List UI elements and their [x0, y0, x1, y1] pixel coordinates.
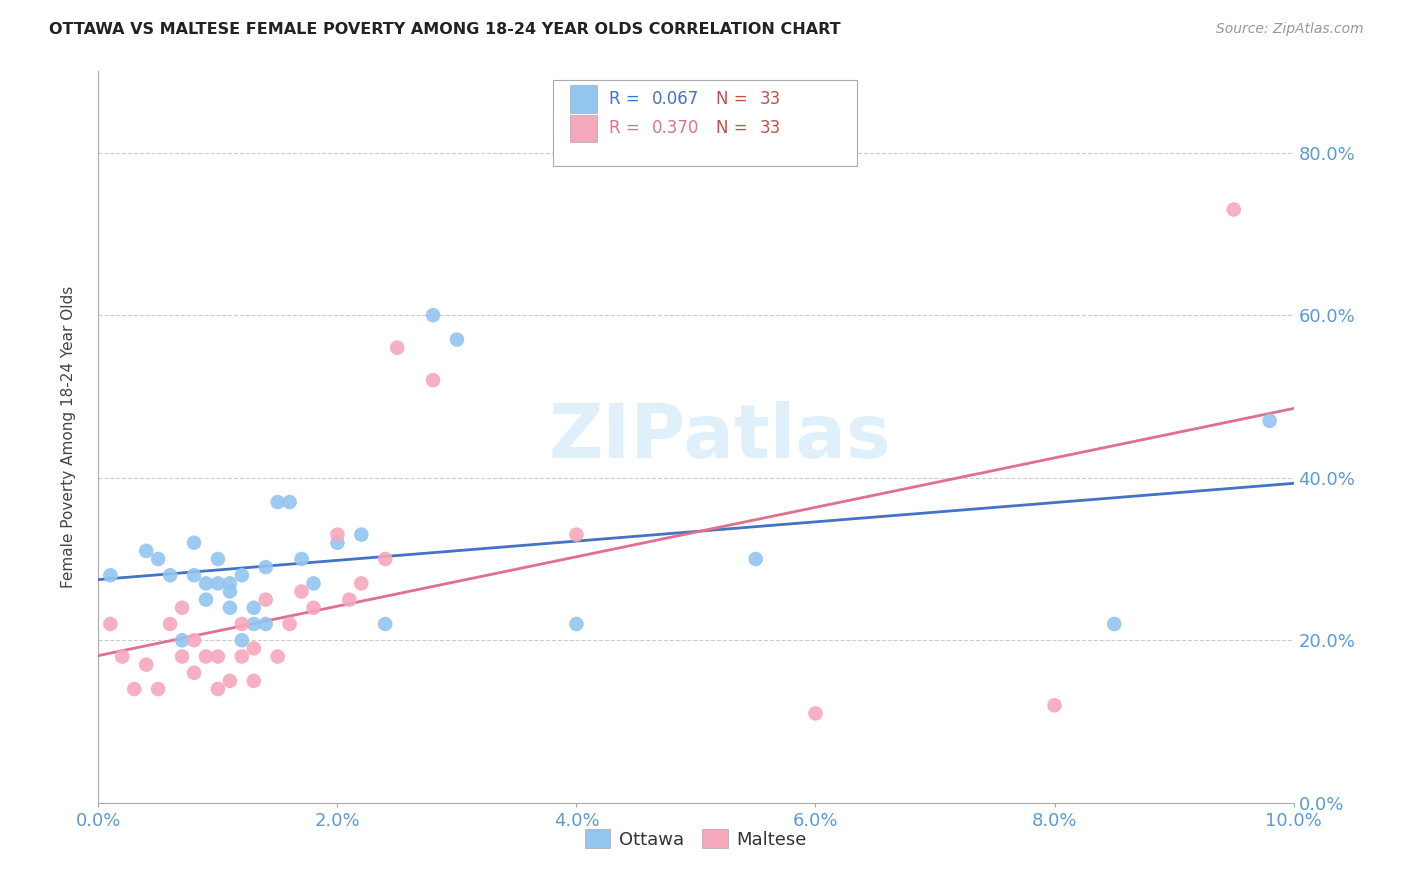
Point: [207, 649, 229, 664]
Point: [124, 681, 146, 696]
FancyBboxPatch shape: [571, 86, 596, 113]
Point: [565, 617, 588, 632]
Point: [446, 333, 468, 347]
Point: [302, 576, 325, 591]
Point: [565, 527, 588, 541]
Point: [267, 649, 290, 664]
Point: [231, 633, 253, 648]
Text: N =: N =: [716, 120, 754, 137]
Point: [1043, 698, 1066, 713]
Text: Source: ZipAtlas.com: Source: ZipAtlas.com: [1216, 22, 1364, 37]
Point: [291, 584, 314, 599]
Text: N =: N =: [716, 90, 754, 108]
Point: [219, 584, 242, 599]
Point: [291, 552, 314, 566]
Text: 33: 33: [759, 90, 780, 108]
Point: [172, 600, 194, 615]
Point: [111, 649, 134, 664]
Point: [374, 552, 396, 566]
Point: [135, 544, 157, 558]
Point: [231, 617, 253, 632]
Point: [207, 576, 229, 591]
Point: [231, 568, 253, 582]
Point: [1258, 414, 1281, 428]
Point: [302, 600, 325, 615]
Point: [207, 681, 229, 696]
Text: 0.370: 0.370: [652, 120, 699, 137]
Point: [350, 527, 373, 541]
Point: [183, 665, 205, 680]
Point: [159, 617, 181, 632]
Point: [254, 592, 277, 607]
Point: [183, 633, 205, 648]
Point: [172, 649, 194, 664]
Point: [148, 681, 170, 696]
Point: [148, 552, 170, 566]
Point: [243, 673, 266, 688]
Point: [135, 657, 157, 672]
Point: [98, 568, 122, 582]
Point: [350, 576, 373, 591]
Point: [422, 373, 444, 387]
Point: [183, 535, 205, 549]
Point: [267, 495, 290, 509]
Point: [374, 617, 396, 632]
Point: [183, 568, 205, 582]
Text: R =: R =: [609, 90, 645, 108]
Point: [1104, 617, 1126, 632]
Point: [98, 617, 122, 632]
Point: [195, 576, 218, 591]
Point: [385, 341, 409, 355]
Text: 0.067: 0.067: [652, 90, 699, 108]
Text: R =: R =: [609, 120, 645, 137]
Y-axis label: Female Poverty Among 18-24 Year Olds: Female Poverty Among 18-24 Year Olds: [60, 286, 76, 588]
Point: [219, 673, 242, 688]
Point: [278, 617, 301, 632]
Point: [804, 706, 827, 721]
Point: [159, 568, 181, 582]
Legend: Ottawa, Maltese: Ottawa, Maltese: [578, 822, 814, 856]
Point: [339, 592, 361, 607]
Point: [243, 641, 266, 656]
Point: [745, 552, 768, 566]
Point: [1223, 202, 1246, 217]
Point: [326, 527, 349, 541]
Point: [195, 592, 218, 607]
Point: [254, 560, 277, 574]
FancyBboxPatch shape: [571, 114, 596, 143]
FancyBboxPatch shape: [553, 80, 858, 167]
Text: OTTAWA VS MALTESE FEMALE POVERTY AMONG 18-24 YEAR OLDS CORRELATION CHART: OTTAWA VS MALTESE FEMALE POVERTY AMONG 1…: [49, 22, 841, 37]
Point: [422, 308, 444, 322]
Point: [243, 600, 266, 615]
Point: [219, 576, 242, 591]
Point: [243, 617, 266, 632]
Point: [254, 617, 277, 632]
Point: [326, 535, 349, 549]
Text: 33: 33: [759, 120, 780, 137]
Point: [219, 600, 242, 615]
Point: [172, 633, 194, 648]
Point: [231, 649, 253, 664]
Point: [195, 649, 218, 664]
Text: ZIPatlas: ZIPatlas: [548, 401, 891, 474]
Point: [207, 552, 229, 566]
Point: [278, 495, 301, 509]
